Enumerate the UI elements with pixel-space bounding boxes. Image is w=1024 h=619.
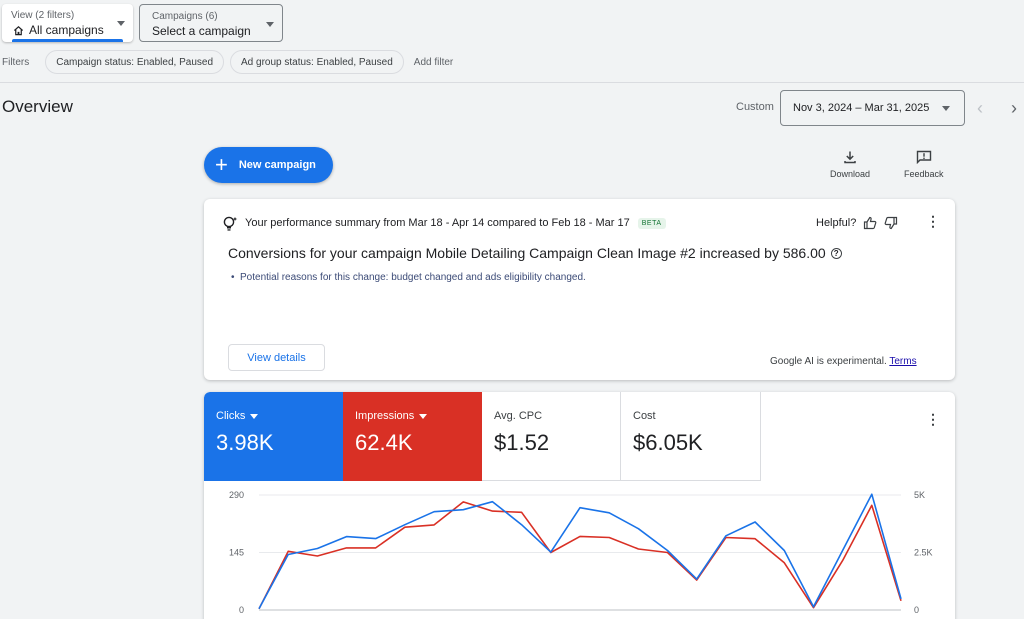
- new-campaign-button[interactable]: + New campaign: [204, 147, 333, 183]
- download-button[interactable]: Download: [830, 150, 870, 179]
- view-details-button[interactable]: View details: [228, 344, 325, 371]
- header-divider: [0, 82, 1024, 83]
- chevron-left-icon[interactable]: ‹: [977, 98, 983, 118]
- y-left-tick-label: 0: [239, 605, 244, 615]
- help-icon[interactable]: ?: [830, 247, 842, 259]
- performance-chart: 290 5K 145 2.5K 0 0: [229, 490, 933, 615]
- view-picker-label: View (2 filters): [11, 10, 75, 21]
- metric-tile-cost[interactable]: Cost $6.05K: [621, 392, 761, 481]
- performance-summary-card: Your performance summary from Mar 18 - A…: [204, 199, 955, 380]
- view-picker[interactable]: View (2 filters) All campaigns: [2, 4, 133, 42]
- metric-label-impressions: Impressions: [355, 410, 415, 422]
- metric-tile-impressions[interactable]: Impressions 62.4K: [343, 392, 482, 481]
- y-right-tick-label: 2.5K: [914, 548, 933, 558]
- filter-chip-ad-group-status[interactable]: Ad group status: Enabled, Paused: [230, 50, 404, 74]
- helpful-label: Helpful?: [816, 217, 857, 229]
- metric-value-clicks: 3.98K: [216, 430, 274, 455]
- date-range-value: Nov 3, 2024 – Mar 31, 2025: [793, 102, 930, 114]
- thumbs-down-icon[interactable]: [884, 216, 898, 230]
- add-filter-link[interactable]: Add filter: [413, 56, 454, 68]
- campaign-picker[interactable]: Campaigns (6) Select a campaign: [139, 4, 283, 42]
- metric-label-clicks: Clicks: [216, 410, 246, 422]
- download-label: Download: [830, 169, 871, 179]
- y-right-tick-label: 5K: [914, 490, 925, 500]
- date-mode-label: Custom: [736, 101, 774, 113]
- metric-label-avg-cpc: Avg. CPC: [494, 410, 543, 422]
- summary-main-text: Conversions for your campaign Mobile Det…: [228, 245, 826, 261]
- view-picker-value: All campaigns: [29, 23, 104, 37]
- dropdown-icon: [250, 413, 259, 419]
- metric-tile-clicks[interactable]: Clicks 3.98K: [204, 392, 343, 481]
- new-campaign-label: New campaign: [238, 159, 316, 171]
- filters-label: Filters: [2, 56, 30, 68]
- beta-badge: BETA: [637, 217, 666, 229]
- y-left-tick-label: 145: [229, 548, 244, 558]
- y-left-tick-label: 290: [229, 490, 244, 500]
- metric-label-cost: Cost: [633, 410, 656, 422]
- more-options-icon[interactable]: ⋮: [926, 411, 940, 427]
- ai-note-text: Google AI is experimental.: [770, 356, 887, 367]
- chevron-right-icon[interactable]: ›: [1011, 98, 1017, 118]
- y-right-tick-label: 0: [914, 605, 919, 615]
- metrics-chart-card: Clicks 3.98K Impressions 62.4K Avg. CPC …: [204, 392, 955, 619]
- feedback-button[interactable]: Feedback: [904, 150, 944, 179]
- home-icon: [13, 25, 24, 35]
- filter-chip-campaign-status[interactable]: Campaign status: Enabled, Paused: [45, 50, 225, 74]
- metric-value-avg-cpc: $1.52: [494, 430, 550, 455]
- summary-heading: Your performance summary from Mar 18 - A…: [245, 217, 630, 229]
- plus-icon: +: [215, 152, 228, 177]
- series-line-clicks: [258, 493, 902, 610]
- series-line-impressions: [258, 501, 902, 610]
- date-range-picker[interactable]: Nov 3, 2024 – Mar 31, 2025: [780, 90, 965, 126]
- download-icon: [844, 151, 856, 164]
- more-options-icon[interactable]: ⋮: [926, 213, 940, 229]
- chevron-down-icon: [942, 106, 950, 111]
- terms-link[interactable]: Terms: [889, 356, 917, 367]
- campaign-picker-label: Campaigns (6): [152, 11, 218, 22]
- campaign-picker-value: Select a campaign: [152, 24, 251, 38]
- feedback-label: Feedback: [904, 169, 944, 179]
- dropdown-icon: [419, 413, 428, 419]
- metric-tile-avg-cpc[interactable]: Avg. CPC $1.52: [482, 392, 621, 481]
- chevron-down-icon: [266, 22, 274, 27]
- thumbs-up-icon[interactable]: [863, 216, 877, 230]
- view-picker-underline: [12, 39, 123, 42]
- lightbulb-icon: [223, 216, 238, 231]
- summary-reason: Potential reasons for this change: budge…: [231, 272, 586, 283]
- filters-row: Filters Campaign status: Enabled, Paused…: [2, 50, 453, 74]
- page-title: Overview: [2, 97, 73, 116]
- feedback-icon: [916, 150, 931, 164]
- metric-value-impressions: 62.4K: [355, 430, 413, 455]
- chevron-down-icon: [117, 21, 125, 26]
- metric-value-cost: $6.05K: [633, 430, 703, 455]
